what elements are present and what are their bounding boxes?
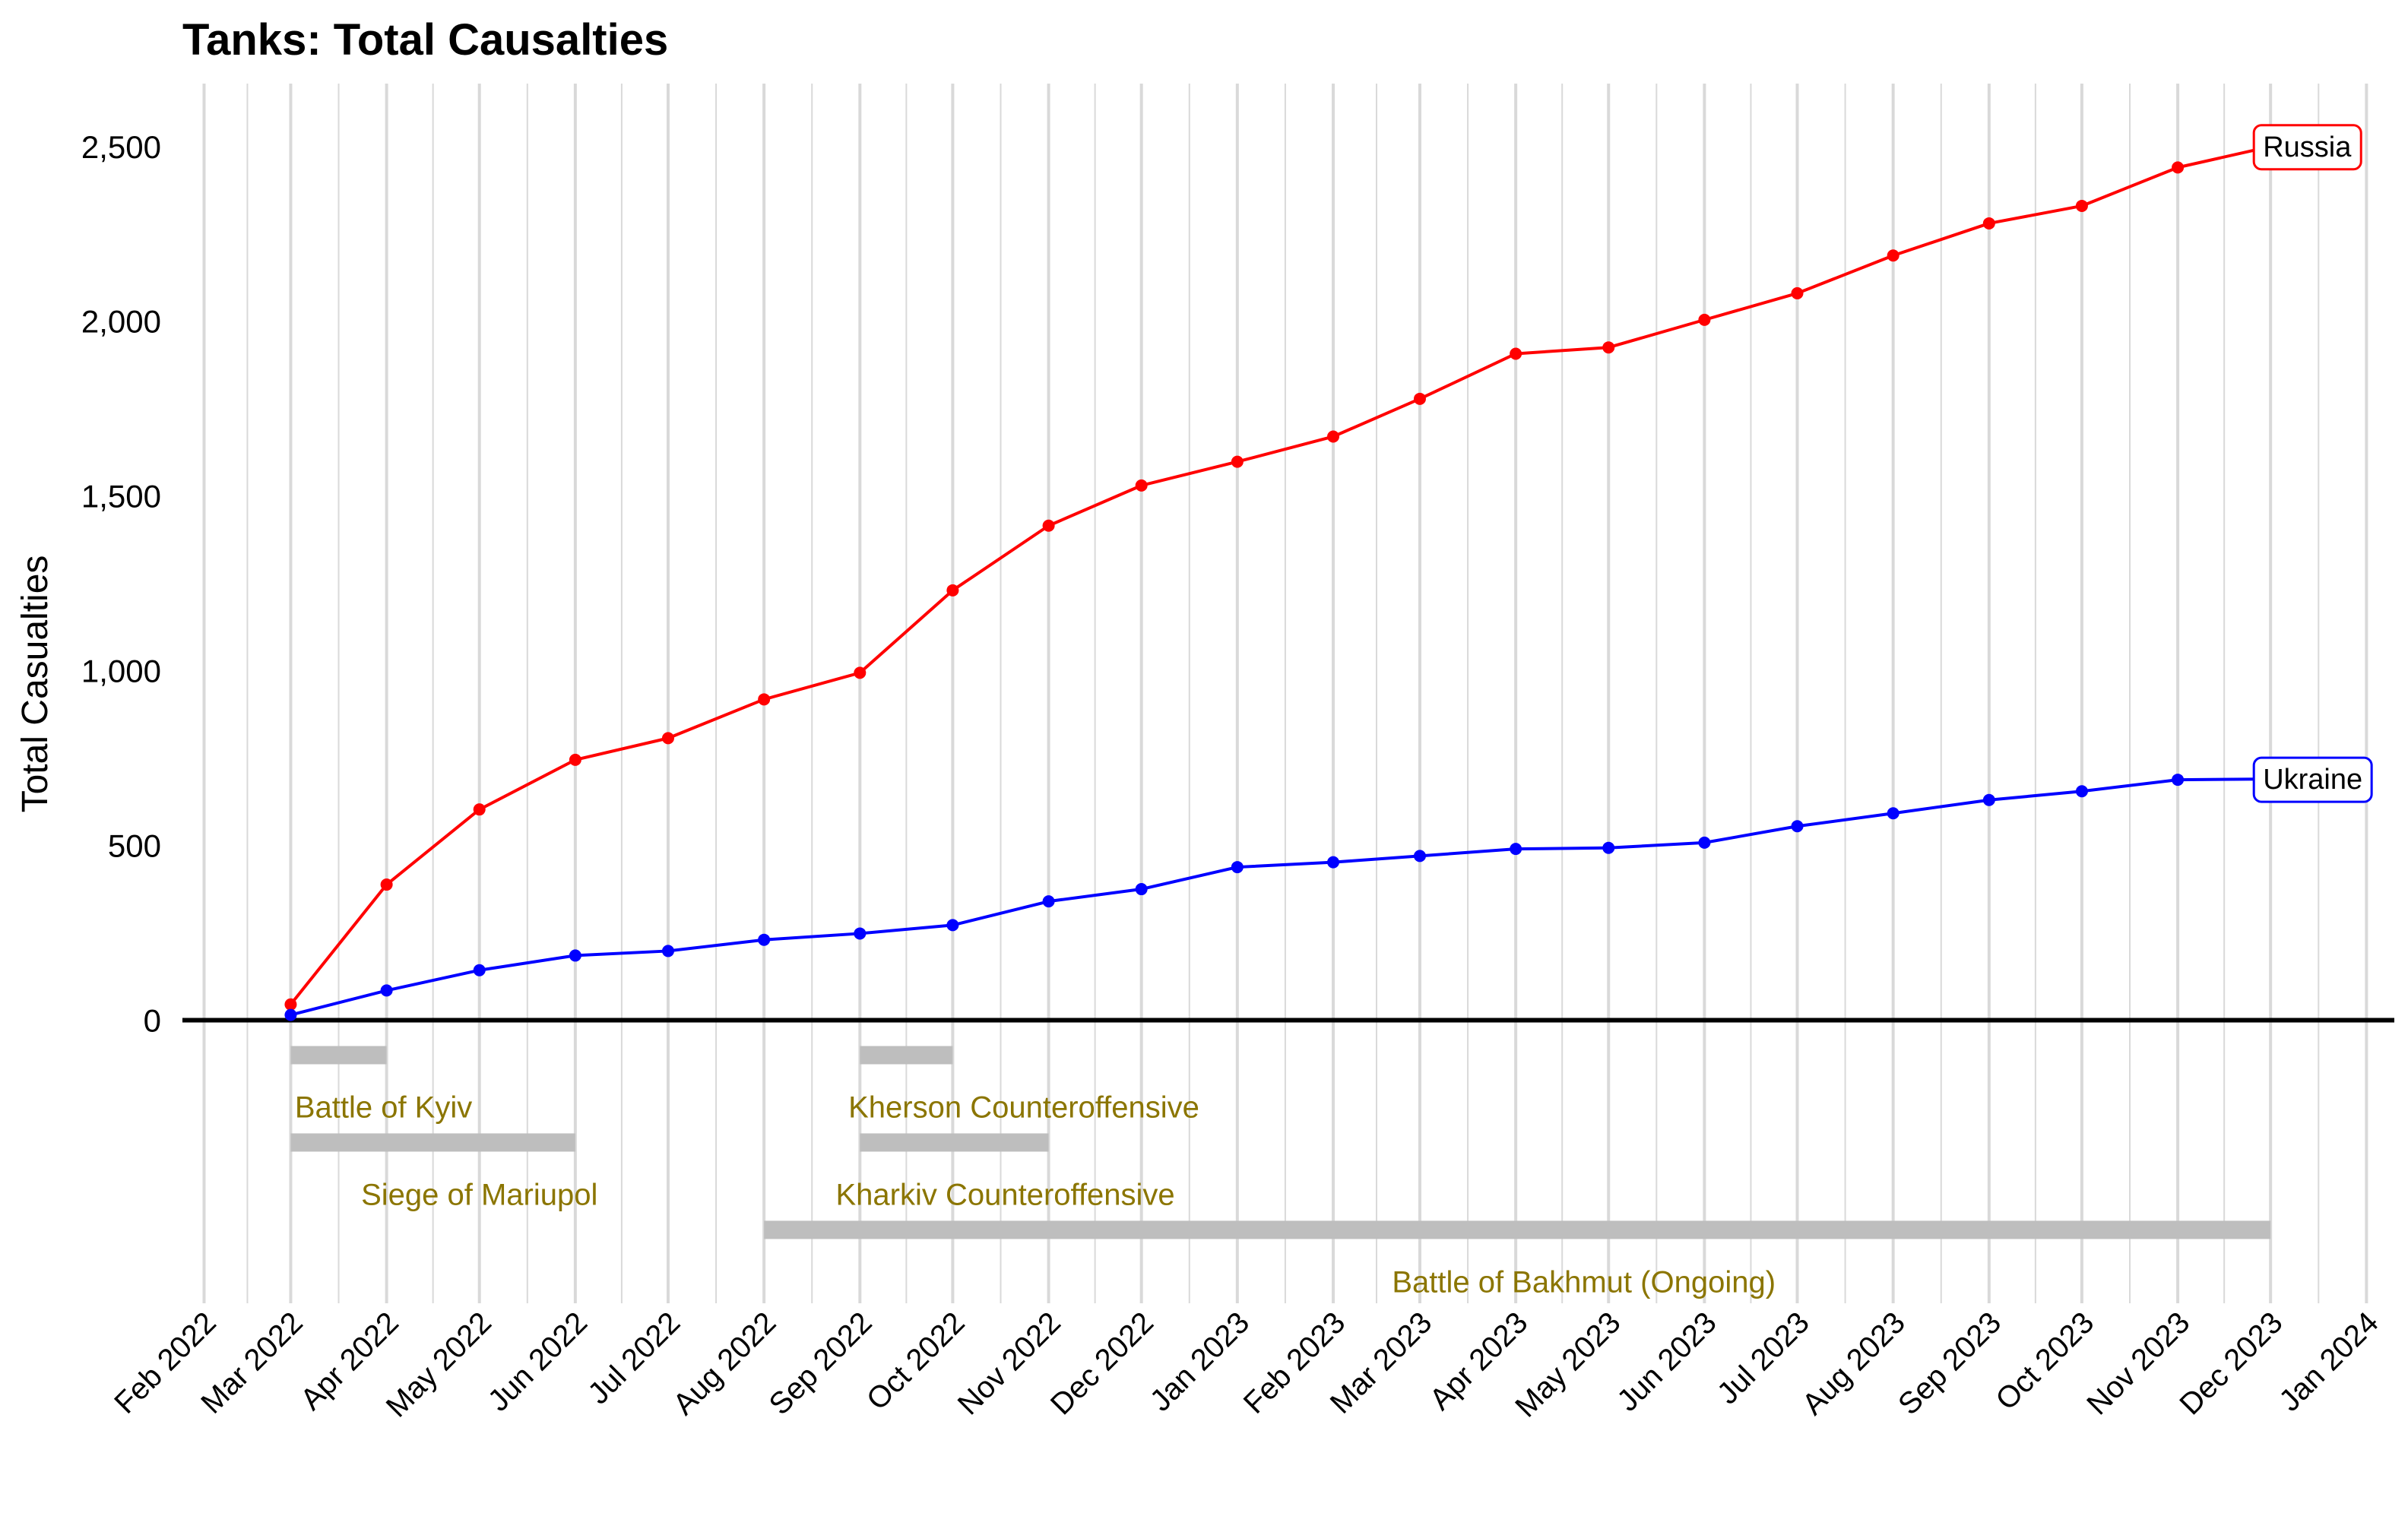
data-point-russia [661, 732, 674, 745]
data-point-ukraine [758, 933, 771, 946]
event-bars [290, 1046, 2271, 1239]
data-point-ukraine [661, 945, 674, 958]
data-point-ukraine [1135, 883, 1148, 896]
data-point-ukraine [1982, 793, 1995, 806]
data-point-russia [569, 753, 581, 766]
y-tick-label: 1,500 [81, 479, 161, 514]
data-point-ukraine [569, 949, 581, 962]
data-point-russia [2172, 161, 2185, 174]
data-point-russia [1698, 313, 1711, 326]
x-tick-label: Jun 2022 [482, 1306, 594, 1417]
data-point-ukraine [2075, 785, 2088, 798]
data-point-ukraine [854, 927, 867, 940]
data-point-russia [2075, 199, 2088, 212]
x-tick-label: Dec 2023 [2173, 1306, 2289, 1421]
data-point-ukraine [284, 1008, 297, 1021]
x-tick-label: Aug 2022 [667, 1306, 782, 1421]
event-label-battle-of-bakhmut-ongoing: Battle of Bakhmut (Ongoing) [1392, 1265, 1776, 1299]
data-point-russia [380, 878, 393, 891]
event-label-siege-of-mariupol: Siege of Mariupol [361, 1178, 597, 1211]
y-tick-label: 500 [108, 828, 161, 864]
data-point-ukraine [1327, 856, 1340, 869]
data-point-russia [1413, 392, 1426, 405]
y-tick-label: 1,000 [81, 654, 161, 689]
series-line-ukraine [290, 777, 2271, 1017]
data-point-ukraine [1231, 861, 1244, 874]
y-axis-label: Total Casualties [15, 556, 55, 813]
data-point-russia [1135, 479, 1148, 492]
series-end-label-russia: Russia [2252, 124, 2362, 171]
data-point-russia [1602, 341, 1615, 354]
event-label-kharkiv-counteroffensive: Kharkiv Counteroffensive [836, 1178, 1175, 1211]
event-bar-battle-of-kyiv [290, 1046, 387, 1065]
data-point-ukraine [1698, 836, 1711, 849]
data-point-russia [1887, 249, 1899, 262]
series-lines [289, 144, 2271, 1017]
data-point-russia [854, 666, 867, 679]
x-gridlines [202, 84, 2368, 1303]
y-tick-label: 2,500 [81, 129, 161, 165]
event-label-battle-of-kyiv: Battle of Kyiv [295, 1090, 472, 1124]
data-point-russia [1510, 347, 1522, 360]
data-point-russia [1231, 455, 1244, 468]
data-point-ukraine [473, 964, 486, 976]
data-point-russia [1982, 217, 1995, 229]
series-line-russia [289, 144, 2271, 1006]
data-point-russia [1791, 286, 1804, 299]
data-point-ukraine [946, 919, 959, 932]
x-tick-label: Jan 2023 [1144, 1306, 1256, 1417]
y-tick-label: 2,000 [81, 304, 161, 340]
x-tick-label: Sep 2023 [1892, 1306, 2007, 1421]
event-labels: Battle of Kyiv Siege of Mariupol Kherson C… [295, 1090, 1776, 1299]
series-name-russia: Russia [2263, 131, 2352, 163]
y-tick-label: 0 [144, 1002, 161, 1038]
event-bar-siege-of-mariupol [290, 1133, 575, 1152]
data-point-russia [758, 693, 771, 706]
x-tick-label: Sep 2022 [762, 1306, 878, 1421]
data-point-ukraine [1042, 895, 1055, 908]
data-point-ukraine [380, 984, 393, 997]
data-point-ukraine [1887, 807, 1899, 820]
y-tick-labels: 0 500 1,000 1,500 2,000 2,500 [81, 129, 161, 1039]
series-points [284, 140, 2277, 1021]
series-label-box-ukraine [2252, 756, 2373, 803]
data-point-ukraine [1413, 850, 1426, 863]
data-point-ukraine [2172, 774, 2185, 787]
series-labels: Russia Ukraine [2252, 124, 2373, 803]
data-point-russia [946, 584, 959, 597]
x-tick-label: Aug 2023 [1796, 1306, 1912, 1421]
event-label-kherson-counteroffensive: Kherson Counteroffensive [848, 1090, 1199, 1124]
event-bar-battle-of-bakhmut-ongoing [764, 1220, 2271, 1239]
series-end-label-ukraine: Ukraine [2252, 756, 2373, 803]
x-tick-label: Jan 2024 [2273, 1306, 2384, 1417]
series-label-box-russia [2252, 124, 2362, 171]
x-tick-label: Jun 2023 [1611, 1306, 1722, 1417]
data-point-russia [1042, 519, 1055, 532]
data-point-ukraine [1510, 843, 1522, 856]
data-point-russia [473, 803, 486, 816]
data-point-ukraine [1602, 841, 1615, 854]
data-point-russia [1327, 430, 1340, 443]
data-point-ukraine [1791, 820, 1804, 833]
chart-title: Tanks: Total Causalties [182, 15, 668, 65]
x-tick-label: Dec 2022 [1044, 1306, 1160, 1421]
event-bar-kharkiv-counteroffensive [860, 1133, 1049, 1152]
series-name-ukraine: Ukraine [2263, 764, 2362, 796]
data-point-russia [284, 998, 297, 1011]
event-bar-kherson-counteroffensive [860, 1046, 953, 1065]
